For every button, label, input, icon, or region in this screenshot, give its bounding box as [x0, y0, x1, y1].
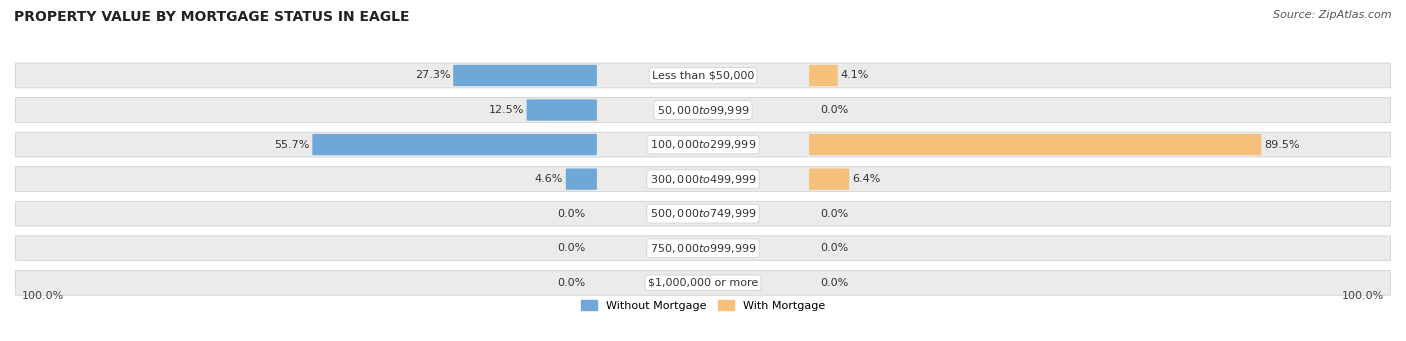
Text: 0.0%: 0.0% [558, 209, 586, 219]
FancyBboxPatch shape [808, 134, 1261, 155]
Text: $100,000 to $299,999: $100,000 to $299,999 [650, 138, 756, 151]
FancyBboxPatch shape [15, 132, 1391, 157]
FancyBboxPatch shape [15, 167, 1391, 192]
Text: 89.5%: 89.5% [1264, 139, 1299, 150]
Text: 12.5%: 12.5% [488, 105, 524, 115]
Text: 0.0%: 0.0% [558, 278, 586, 288]
Text: 4.6%: 4.6% [534, 174, 562, 184]
Text: 27.3%: 27.3% [415, 71, 450, 80]
Text: 0.0%: 0.0% [820, 243, 848, 253]
FancyBboxPatch shape [527, 99, 598, 121]
Legend: Without Mortgage, With Mortgage: Without Mortgage, With Mortgage [576, 296, 830, 315]
Text: $50,000 to $99,999: $50,000 to $99,999 [657, 104, 749, 117]
FancyBboxPatch shape [15, 63, 1391, 88]
FancyBboxPatch shape [15, 236, 1391, 261]
Text: 0.0%: 0.0% [820, 105, 848, 115]
FancyBboxPatch shape [808, 168, 849, 190]
Text: 0.0%: 0.0% [820, 209, 848, 219]
Text: 100.0%: 100.0% [1341, 291, 1384, 301]
Text: $300,000 to $499,999: $300,000 to $499,999 [650, 173, 756, 186]
Text: 4.1%: 4.1% [841, 71, 869, 80]
Text: 55.7%: 55.7% [274, 139, 309, 150]
Text: 6.4%: 6.4% [852, 174, 880, 184]
Text: PROPERTY VALUE BY MORTGAGE STATUS IN EAGLE: PROPERTY VALUE BY MORTGAGE STATUS IN EAG… [14, 10, 409, 24]
FancyBboxPatch shape [15, 270, 1391, 295]
FancyBboxPatch shape [565, 168, 598, 190]
Text: $1,000,000 or more: $1,000,000 or more [648, 278, 758, 288]
Text: $500,000 to $749,999: $500,000 to $749,999 [650, 207, 756, 220]
FancyBboxPatch shape [808, 65, 838, 86]
FancyBboxPatch shape [15, 201, 1391, 226]
Text: Source: ZipAtlas.com: Source: ZipAtlas.com [1274, 10, 1392, 20]
Text: 0.0%: 0.0% [558, 243, 586, 253]
Text: 0.0%: 0.0% [820, 278, 848, 288]
FancyBboxPatch shape [15, 98, 1391, 122]
Text: 100.0%: 100.0% [22, 291, 65, 301]
Text: Less than $50,000: Less than $50,000 [652, 71, 754, 80]
FancyBboxPatch shape [312, 134, 598, 155]
FancyBboxPatch shape [453, 65, 598, 86]
Text: $750,000 to $999,999: $750,000 to $999,999 [650, 242, 756, 255]
